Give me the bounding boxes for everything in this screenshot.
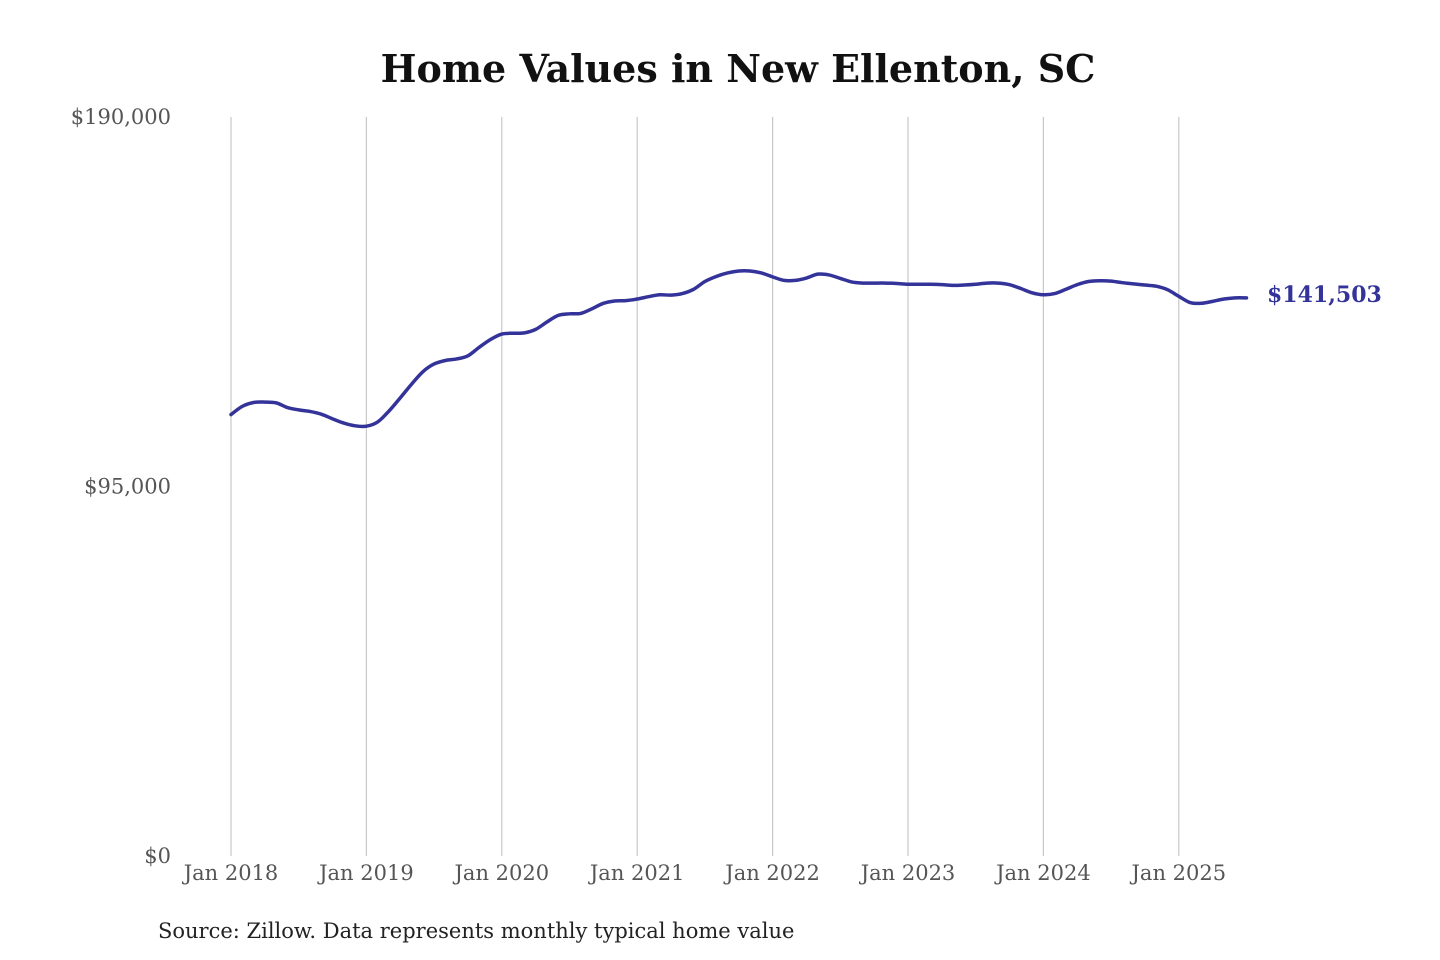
vertical-gridlines [230, 117, 1180, 856]
x-tick-label: Jan 2020 [453, 861, 550, 885]
home-value-series-line [229, 269, 1249, 429]
x-tick-label: Jan 2018 [182, 861, 279, 885]
x-tick-label: Jan 2023 [859, 861, 956, 885]
y-tick-label: $0 [144, 844, 171, 868]
x-tick-label: Jan 2024 [994, 861, 1091, 885]
chart-title: Home Values in New Ellenton, SC [381, 46, 1096, 91]
x-tick-label: Jan 2025 [1130, 861, 1227, 885]
x-tick-label: Jan 2019 [317, 861, 414, 885]
source-note: Source: Zillow. Data represents monthly … [158, 919, 794, 943]
x-tick-label: Jan 2021 [588, 861, 685, 885]
latest-value-label: $141,503 [1267, 282, 1382, 308]
y-tick-label: $95,000 [84, 475, 171, 499]
x-tick-label: Jan 2022 [723, 861, 820, 885]
y-axis-tick-labels: $0 $95,000 $190,000 [71, 105, 171, 868]
y-tick-label: $190,000 [71, 105, 171, 129]
x-axis-tick-labels: Jan 2018 Jan 2019 Jan 2020 Jan 2021 Jan 2022… [182, 861, 1226, 885]
